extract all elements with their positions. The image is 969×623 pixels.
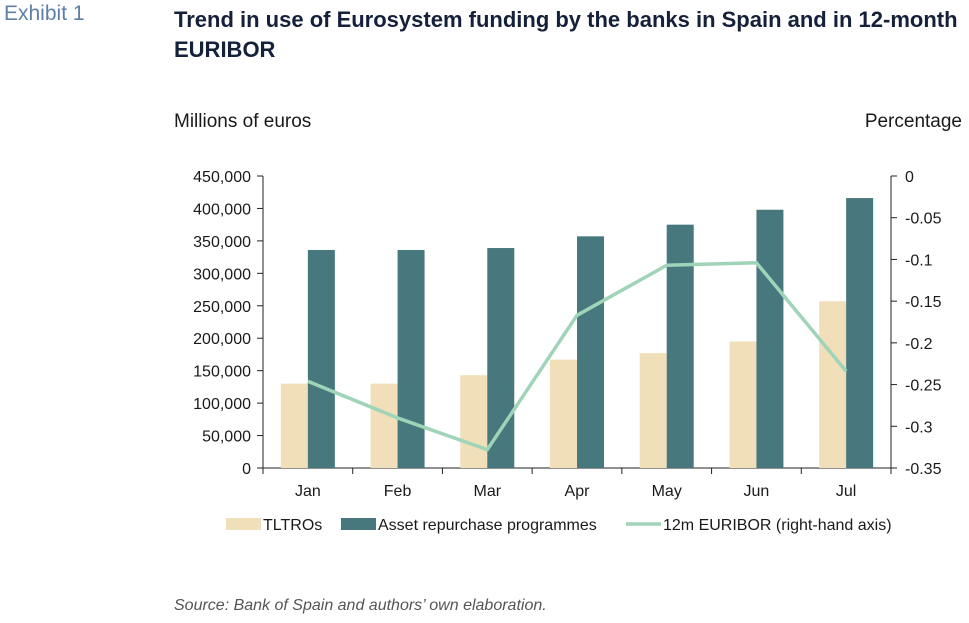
app-bar <box>397 249 425 468</box>
left-tick-label: 150,000 <box>193 364 251 381</box>
left-tick-label: 50,000 <box>202 429 251 446</box>
legend-label: 12m EURIBOR (right-hand axis) <box>663 517 892 534</box>
app-bar <box>666 224 694 468</box>
x-tick-label: Apr <box>565 483 591 500</box>
app-bar <box>487 248 515 468</box>
x-tick-label: Mar <box>474 483 502 500</box>
exhibit-label: Exhibit 1 <box>4 2 85 25</box>
euribor-line <box>307 261 848 452</box>
legend-label: Asset repurchase programmes <box>378 517 597 534</box>
app-bar <box>756 209 784 468</box>
left-tick-label: 400,000 <box>193 201 251 218</box>
x-tick-label: Jun <box>744 483 770 500</box>
left-tick-label: 450,000 <box>193 169 251 186</box>
right-tick-label: -0.35 <box>905 461 942 478</box>
left-tick-label: 100,000 <box>193 396 251 413</box>
tltro-bar <box>370 383 398 468</box>
right-tick-label: 0 <box>905 169 914 186</box>
chart-title: Trend in use of Eurosystem funding by th… <box>174 7 958 62</box>
left-tick-label: 300,000 <box>193 266 251 283</box>
left-tick-label: 350,000 <box>193 234 251 251</box>
left-tick-label: 250,000 <box>193 299 251 316</box>
tltro-bar <box>460 375 488 468</box>
source-note: Source: Bank of Spain and authors’ own e… <box>174 597 547 614</box>
tltro-bar <box>550 359 577 468</box>
x-tick-label: Feb <box>384 483 412 500</box>
app-bar <box>846 198 874 468</box>
x-tick-label: May <box>652 483 682 500</box>
tltro-bar <box>639 353 667 468</box>
tltro-bar <box>819 301 847 468</box>
right-tick-label: -0.25 <box>905 378 942 395</box>
left-tick-label: 0 <box>242 461 251 478</box>
x-tick-label: Jan <box>295 483 321 500</box>
right-tick-label: -0.05 <box>905 211 942 228</box>
right-tick-label: -0.1 <box>905 252 933 269</box>
app-bar <box>577 236 604 468</box>
right-tick-label: -0.2 <box>905 336 933 353</box>
tltro-bar <box>729 341 757 468</box>
legend-swatch-tltro <box>226 518 261 530</box>
legend-swatch-app <box>341 518 376 530</box>
app-bar <box>307 249 335 468</box>
tltro-bar <box>280 383 308 468</box>
legend-label: TLTROs <box>263 517 322 534</box>
right-axis-title: Percentage <box>864 111 962 132</box>
right-tick-label: -0.15 <box>905 294 942 311</box>
left-tick-label: 200,000 <box>193 331 251 348</box>
x-tick-label: Jul <box>836 483 856 500</box>
left-axis-title: Millions of euros <box>174 111 312 132</box>
right-tick-label: -0.3 <box>905 419 933 436</box>
